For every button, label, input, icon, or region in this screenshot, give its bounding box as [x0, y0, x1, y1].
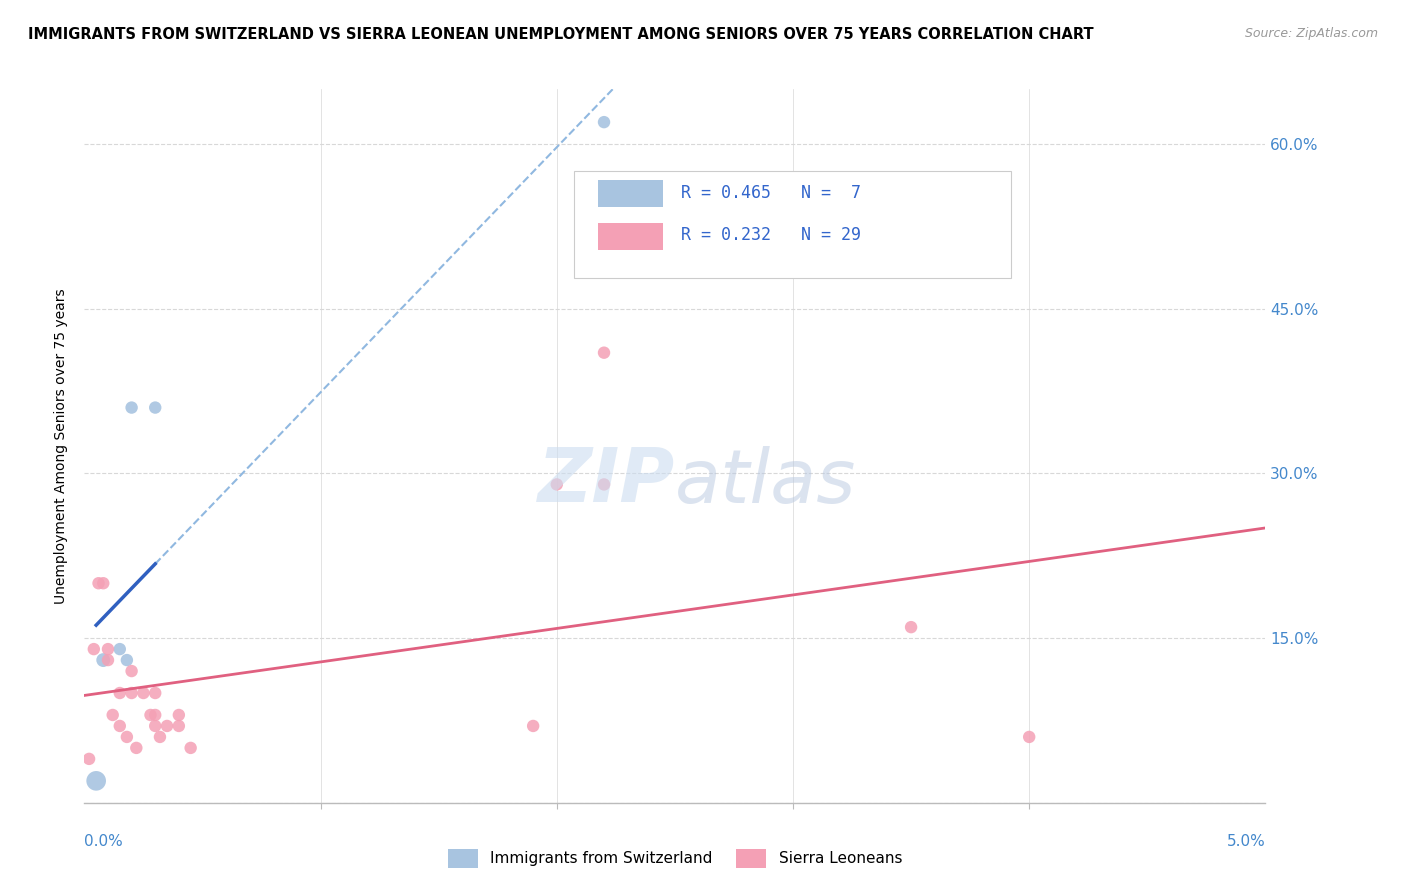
Point: [101, 708, 124, 723]
Text: atlas: atlas: [675, 446, 856, 517]
Point: [121, 664, 143, 678]
Point: [108, 719, 131, 733]
Text: IMMIGRANTS FROM SWITZERLAND VS SIERRA LEONEAN UNEMPLOYMENT AMONG SENIORS OVER 75: IMMIGRANTS FROM SWITZERLAND VS SIERRA LE…: [28, 27, 1094, 42]
Point: [97, 653, 120, 667]
Point: [84, 773, 107, 788]
Point: [593, 477, 616, 491]
Point: [132, 686, 155, 700]
Point: [91, 576, 114, 591]
Point: [1018, 730, 1040, 744]
Point: [115, 730, 138, 744]
Point: [108, 686, 131, 700]
Point: [522, 719, 544, 733]
FancyBboxPatch shape: [598, 223, 664, 250]
FancyBboxPatch shape: [598, 180, 664, 207]
Point: [115, 653, 138, 667]
Text: ZIP: ZIP: [537, 445, 675, 518]
Point: [77, 752, 100, 766]
Point: [143, 719, 166, 733]
Text: 5.0%: 5.0%: [1226, 834, 1265, 849]
Point: [546, 477, 568, 491]
Point: [156, 719, 179, 733]
Text: R = 0.465   N =  7: R = 0.465 N = 7: [681, 184, 860, 202]
Point: [121, 686, 143, 700]
Point: [167, 719, 190, 733]
Point: [125, 740, 148, 755]
Point: [143, 401, 166, 415]
Text: R = 0.232   N = 29: R = 0.232 N = 29: [681, 227, 860, 244]
Point: [97, 642, 120, 657]
Point: [593, 345, 616, 359]
Point: [83, 642, 105, 657]
Point: [108, 642, 131, 657]
Point: [87, 576, 110, 591]
Y-axis label: Unemployment Among Seniors over 75 years: Unemployment Among Seniors over 75 years: [55, 288, 69, 604]
Point: [139, 708, 162, 723]
Legend: Immigrants from Switzerland, Sierra Leoneans: Immigrants from Switzerland, Sierra Leon…: [441, 843, 908, 873]
Text: 0.0%: 0.0%: [84, 834, 124, 849]
Point: [149, 730, 172, 744]
Text: Source: ZipAtlas.com: Source: ZipAtlas.com: [1244, 27, 1378, 40]
Point: [143, 708, 166, 723]
Point: [121, 401, 143, 415]
Point: [900, 620, 922, 634]
Point: [91, 653, 114, 667]
Point: [143, 686, 166, 700]
FancyBboxPatch shape: [575, 171, 1011, 278]
Point: [593, 115, 616, 129]
Point: [180, 740, 202, 755]
Point: [167, 708, 190, 723]
